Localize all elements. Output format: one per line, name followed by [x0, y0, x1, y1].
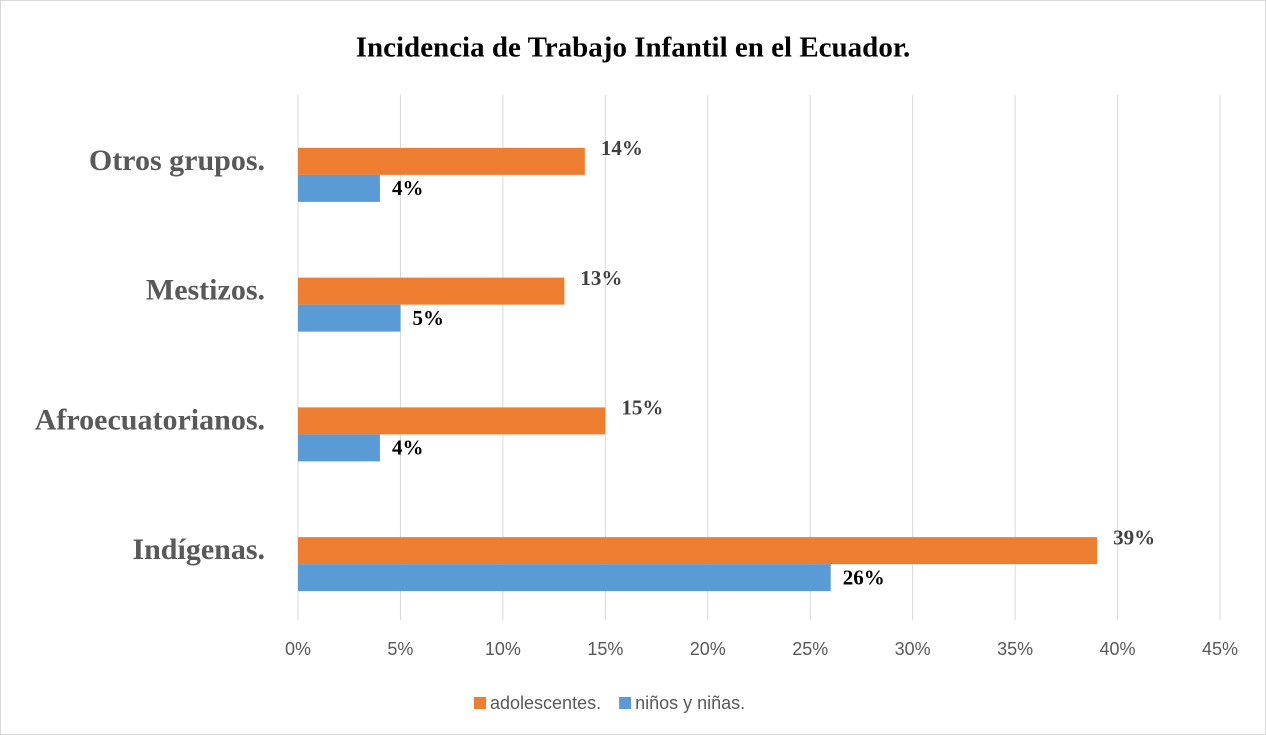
bar: [298, 407, 606, 435]
x-tick-label: 10%: [485, 639, 521, 659]
legend-label: niños y niñas.: [635, 693, 745, 713]
legend-swatch: [619, 697, 632, 709]
x-tick-label: 5%: [387, 639, 413, 659]
x-tick-label: 25%: [792, 639, 828, 659]
data-label: 4%: [392, 176, 424, 200]
bar: [298, 564, 831, 592]
x-tick-label: 20%: [690, 639, 726, 659]
bar: [298, 174, 380, 202]
legend-label: adolescentes.: [490, 693, 601, 713]
x-tick-label: 35%: [997, 639, 1033, 659]
x-tick-label: 15%: [587, 639, 623, 659]
bar: [298, 537, 1098, 565]
x-tick-label: 45%: [1202, 639, 1238, 659]
category-label: Mestizos.: [146, 274, 265, 307]
data-label: 15%: [621, 396, 663, 420]
data-label: 39%: [1113, 525, 1155, 549]
data-label: 26%: [843, 565, 885, 589]
bar: [298, 147, 585, 175]
bar: [298, 277, 565, 305]
legend-swatch: [474, 697, 486, 709]
bar: [298, 434, 380, 462]
x-tick-label: 0%: [285, 639, 311, 659]
chart-title: Incidencia de Trabajo Infantil en el Ecu…: [356, 32, 911, 64]
category-label: Indígenas.: [132, 533, 265, 566]
category-label: Otros grupos.: [89, 144, 265, 177]
data-label: 5%: [412, 306, 444, 330]
data-label: 4%: [392, 436, 424, 460]
x-tick-label: 30%: [895, 639, 931, 659]
x-tick-label: 40%: [1100, 639, 1136, 659]
data-label: 14%: [601, 136, 643, 160]
bar: [298, 304, 401, 332]
data-label: 13%: [580, 266, 622, 290]
category-label: Afroecuatorianos.: [35, 403, 265, 436]
